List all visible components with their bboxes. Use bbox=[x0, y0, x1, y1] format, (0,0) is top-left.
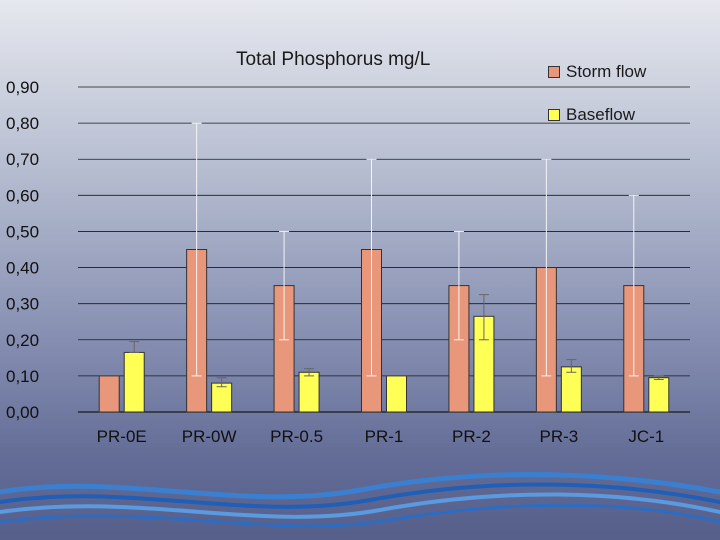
legend-label-storm-flow: Storm flow bbox=[566, 62, 647, 81]
y-tick-label: 0,50 bbox=[6, 222, 39, 241]
y-tick-label: 0,20 bbox=[6, 331, 39, 350]
y-tick-label: 0,70 bbox=[6, 150, 39, 169]
bar-baseflow bbox=[560, 366, 582, 413]
legend-swatch-storm-flow bbox=[548, 66, 560, 78]
bars bbox=[98, 249, 670, 413]
wave-decoration bbox=[0, 472, 720, 528]
y-tick-label: 0,80 bbox=[6, 114, 39, 133]
y-tick-labels: 0,00 0,10 0,20 0,30 0,40 0,50 0,60 0,70 0,80 0,90 bbox=[6, 78, 39, 422]
bar-baseflow bbox=[298, 371, 320, 413]
x-tick-label: PR-0.5 bbox=[270, 427, 323, 446]
legend-label-baseflow: Baseflow bbox=[566, 105, 635, 124]
y-tick-label: 0,00 bbox=[6, 403, 39, 422]
legend-item-baseflow: Baseflow bbox=[548, 105, 646, 125]
y-tick-label: 0,60 bbox=[6, 186, 39, 205]
legend: Storm flow Baseflow bbox=[548, 62, 646, 125]
chart-title: Total Phosphorus mg/L bbox=[236, 49, 431, 70]
x-tick-label: JC-1 bbox=[628, 427, 664, 446]
x-tick-label: PR-0W bbox=[182, 427, 237, 446]
y-tick-label: 0,30 bbox=[6, 295, 39, 314]
y-tick-label: 0,40 bbox=[6, 259, 39, 278]
bar-storm-flow bbox=[98, 375, 120, 413]
bar-baseflow bbox=[648, 377, 670, 413]
error-bars bbox=[129, 122, 664, 388]
y-tick-label: 0,90 bbox=[6, 78, 39, 97]
x-tick-label: PR-1 bbox=[365, 427, 404, 446]
legend-item-storm-flow: Storm flow bbox=[548, 62, 646, 82]
gridlines bbox=[78, 86, 690, 413]
x-tick-label: PR-3 bbox=[539, 427, 578, 446]
bar-baseflow bbox=[211, 382, 233, 413]
bar-baseflow bbox=[123, 351, 145, 413]
y-tick-label: 0,10 bbox=[6, 367, 39, 386]
x-tick-labels: PR-0E PR-0W PR-0.5 PR-1 PR-2 PR-3 JC-1 bbox=[97, 427, 665, 446]
bar-baseflow bbox=[386, 375, 407, 413]
x-tick-label: PR-2 bbox=[452, 427, 491, 446]
legend-swatch-baseflow bbox=[548, 109, 560, 121]
x-tick-label: PR-0E bbox=[97, 427, 147, 446]
